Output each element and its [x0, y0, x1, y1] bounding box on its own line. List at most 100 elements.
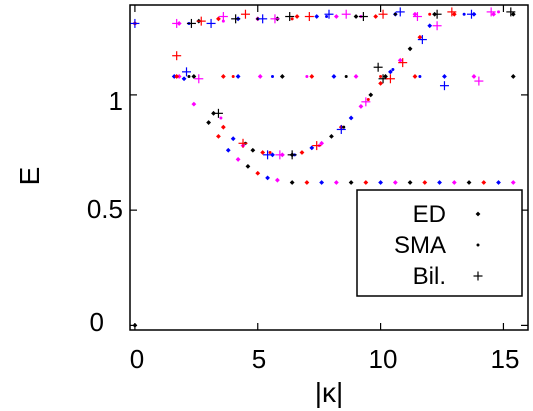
data-point-ed-81: [451, 11, 457, 17]
data-point-bil-31: [312, 141, 322, 151]
legend-marker-bil: [473, 271, 483, 281]
legend-marker-sma: [476, 243, 480, 247]
data-point-ed-50: [270, 152, 275, 158]
data-point-bil-28: [263, 150, 273, 160]
x-tick-label-0: 0: [130, 344, 144, 374]
data-point-ed-31: [333, 180, 339, 185]
data-point-bil-15: [378, 9, 388, 19]
data-point-ed-34: [378, 180, 383, 185]
data-point-bil-3: [196, 16, 206, 26]
legend-label-bil: Bil.: [413, 263, 446, 290]
data-point-bil-20: [466, 9, 476, 19]
data-point-ed-18: [181, 76, 187, 82]
data-point-ed-16: [510, 74, 516, 79]
data-point-ed-74: [314, 14, 320, 19]
data-point-bil-12: [324, 9, 334, 19]
data-point-bil-29: [275, 150, 285, 160]
data-point-ed-66: [427, 23, 433, 29]
data-point-ed-38: [437, 180, 442, 185]
data-point-ed-23: [235, 157, 241, 162]
data-point-ed-45: [220, 124, 226, 130]
data-point-ed-29: [304, 180, 310, 185]
data-point-ed-42: [496, 180, 501, 185]
data-point-bil-5: [218, 12, 228, 22]
plot-area: [129, 4, 529, 331]
x-axis-title: |κ|: [315, 377, 344, 408]
data-point-ed-0: [132, 322, 138, 328]
legend-markers: [473, 211, 483, 281]
data-point-bil-24: [182, 67, 192, 77]
data-point-sma-2: [221, 19, 225, 23]
data-point-sma-25: [391, 68, 395, 72]
data-point-ed-22: [225, 147, 231, 153]
data-point-sma-10: [497, 10, 501, 14]
data-point-bil-25: [194, 74, 204, 84]
data-point-ed-8: [279, 74, 285, 79]
data-point-ed-44: [211, 110, 216, 116]
data-point-bil-30: [287, 150, 297, 160]
data-point-ed-14: [442, 74, 447, 79]
data-point-ed-21: [216, 133, 221, 139]
data-point-bil-27: [238, 138, 248, 148]
data-point-ed-13: [412, 74, 418, 79]
y-tick-label-0.5: 0.5: [87, 194, 123, 224]
data-point-bil-9: [270, 14, 280, 24]
data-point-sma-12: [231, 74, 235, 78]
data-point-ed-56: [329, 133, 334, 139]
data-point-sma-3: [256, 17, 260, 21]
data-point-ed-48: [250, 147, 256, 153]
data-point-bil-37: [432, 21, 442, 31]
data-point-bil-11: [304, 12, 314, 22]
data-point-ed-58: [348, 115, 354, 121]
data-point-ed-62: [388, 69, 393, 75]
data-point-ed-30: [319, 180, 325, 185]
data-point-bil-26: [213, 108, 223, 118]
data-point-bil-16: [395, 7, 405, 17]
data-point-ed-65: [417, 34, 423, 40]
legend-box: [356, 189, 523, 297]
data-point-ed-6: [235, 74, 241, 79]
data-point-ed-2: [171, 74, 177, 79]
data-point-bil-36: [417, 35, 427, 45]
data-point-ed-26: [265, 175, 270, 181]
data-point-ed-15: [471, 74, 477, 79]
data-point-ed-61: [378, 80, 383, 86]
data-point-ed-4: [191, 74, 197, 79]
data-point-bil-6: [231, 14, 241, 24]
data-point-bil-0: [130, 18, 140, 28]
data-point-sma-13: [270, 74, 274, 78]
data-point-ed-76: [353, 14, 359, 19]
data-point-sma-8: [428, 12, 432, 16]
data-point-ed-7: [257, 74, 263, 79]
legend: ED SMA Bil.: [356, 189, 523, 297]
data-point-ed-46: [230, 136, 236, 142]
data-point-bil-23: [172, 51, 182, 61]
data-point-ed-20: [206, 120, 212, 125]
data-point-ed-53: [299, 150, 305, 155]
x-tick-label-5: 5: [252, 344, 266, 374]
data-point-ed-17: [174, 74, 180, 79]
data-point-bil-8: [258, 14, 268, 24]
data-point-ed-25: [255, 170, 261, 176]
data-point-ed-35: [392, 180, 398, 185]
data-point-ed-11: [353, 74, 359, 79]
data-point-bil-21: [486, 7, 496, 17]
data-point-ed-33: [363, 180, 369, 185]
data-point-ed-19: [191, 101, 197, 107]
data-point-ed-41: [481, 180, 487, 185]
data-point-ed-73: [294, 14, 300, 19]
data-layer: [130, 7, 516, 328]
data-point-ed-24: [245, 163, 251, 169]
data-point-bil-41: [474, 76, 484, 86]
data-point-sma-23: [342, 125, 346, 129]
data-point-ed-77: [373, 14, 379, 19]
data-point-ed-69: [216, 16, 221, 22]
data-point-sma-4: [290, 17, 294, 21]
data-point-sma-11: [187, 74, 191, 78]
data-point-bil-35: [398, 58, 408, 68]
data-point-bil-7: [240, 9, 250, 19]
data-point-bil-10: [285, 12, 295, 22]
data-point-bil-18: [432, 9, 442, 19]
data-point-bil-4: [206, 18, 216, 28]
